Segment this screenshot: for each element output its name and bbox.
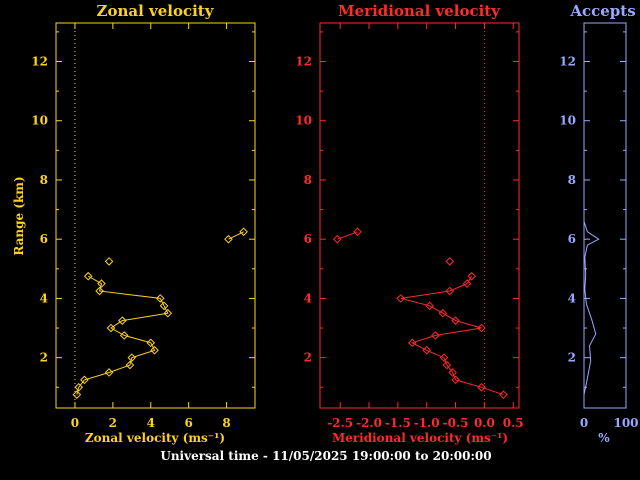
- zonal-point: [104, 368, 114, 377]
- accepts-xlabel: %: [598, 431, 610, 445]
- zonal-ytick-label: 4: [40, 291, 48, 305]
- zonal-profile-line: [76, 275, 169, 395]
- meridional-ytick-label: 12: [295, 55, 312, 69]
- zonal-xlabel: Zonal velocity (ms⁻¹): [85, 431, 225, 445]
- meridional-title: Meridional velocity: [338, 2, 501, 20]
- zonal-point: [119, 331, 129, 340]
- meridional-upper-segment: [337, 231, 358, 240]
- zonal-ytick-label: 6: [40, 232, 48, 246]
- meridional-point: [448, 368, 457, 377]
- zonal-title: Zonal velocity: [97, 2, 215, 20]
- accepts-xtick-label: 0: [580, 416, 588, 430]
- meridional-point: [445, 286, 455, 296]
- zonal-point: [118, 316, 127, 325]
- accepts-ytick-label: 12: [559, 55, 576, 69]
- meridional-xtick-label: -1.0: [414, 416, 440, 430]
- meridional-ytick-label: 6: [304, 232, 312, 246]
- meridional-point: [438, 308, 448, 318]
- zonal-ytick-label: 2: [40, 351, 48, 365]
- meridional-point: [499, 390, 508, 399]
- zonal-point: [106, 323, 116, 333]
- accepts-ytick-label: 10: [559, 114, 576, 128]
- meridional-xtick-label: -2.0: [356, 416, 382, 430]
- zonal-frame: [55, 22, 256, 409]
- meridional-profile-line: [400, 275, 504, 396]
- meridional-xtick-label: -0.5: [443, 416, 469, 430]
- zonal-point: [163, 308, 173, 318]
- accepts-ytick-label: 6: [568, 232, 576, 246]
- meridional-point: [451, 375, 460, 385]
- zonal-point: [146, 338, 156, 348]
- zonal-point: [72, 390, 82, 399]
- zonal-point: [83, 271, 93, 281]
- zonal-point: [155, 294, 165, 303]
- meridional-point: [451, 316, 460, 325]
- zonal-xtick-label: 0: [71, 416, 79, 430]
- footer-time: Universal time - 11/05/2025 19:00:00 to …: [160, 449, 491, 463]
- accepts-ytick-label: 8: [568, 173, 576, 187]
- zonal-xtick-label: 4: [147, 416, 155, 430]
- zonal-xtick-label: 2: [109, 416, 117, 430]
- meridional-point: [407, 338, 417, 348]
- accepts-ytick-label: 2: [568, 351, 576, 365]
- zonal-ytick-label: 10: [31, 114, 48, 128]
- meridional-point: [442, 360, 452, 370]
- zonal-point: [95, 286, 104, 296]
- zonal-xtick-label: 8: [222, 416, 230, 430]
- meridional-ytick-label: 2: [304, 351, 312, 365]
- accepts-frame: [583, 22, 627, 409]
- range-ylabel: Range (km): [12, 176, 26, 255]
- meridional-xtick-label: 0.0: [474, 416, 495, 430]
- meridional-point: [425, 301, 434, 311]
- meridional-point: [439, 353, 449, 362]
- accepts-xtick-label: 100: [613, 416, 638, 430]
- zonal-ytick-label: 8: [40, 173, 48, 187]
- meridional-point: [353, 227, 362, 237]
- meridional-frame: [319, 22, 520, 409]
- meridional-point: [431, 331, 440, 340]
- meridional-point: [477, 323, 486, 333]
- meridional-ytick-label: 4: [304, 291, 312, 305]
- meridional-ytick-label: 8: [304, 173, 312, 187]
- accepts-ytick-label: 4: [568, 291, 576, 305]
- zonal-point: [224, 234, 233, 244]
- zonal-point: [97, 279, 106, 288]
- meridional-xtick-label: 0.5: [503, 416, 524, 430]
- zonal-point: [159, 301, 169, 311]
- zonal-point: [150, 345, 159, 355]
- zonal-point: [74, 382, 84, 392]
- meridional-point: [422, 345, 432, 355]
- meridional-xtick-label: -2.5: [327, 416, 353, 430]
- meridional-xlabel: Meridional velocity (ms⁻¹): [332, 431, 508, 445]
- zonal-ytick-label: 12: [31, 55, 48, 69]
- meridional-point: [332, 234, 342, 244]
- meridional-point: [462, 279, 472, 288]
- zonal-xtick-label: 6: [184, 416, 192, 430]
- meridional-point: [467, 271, 477, 281]
- meridional-xtick-label: -1.5: [385, 416, 411, 430]
- accepts-title: Accepts: [569, 2, 635, 20]
- accepts-profile-line: [583, 221, 600, 395]
- zonal-point: [125, 360, 135, 370]
- zonal-point: [239, 227, 248, 237]
- meridional-point: [477, 382, 486, 392]
- meridional-point: [445, 257, 455, 266]
- zonal-point: [104, 257, 114, 266]
- meridional-point: [396, 294, 406, 303]
- zonal-point: [80, 375, 89, 385]
- zonal-point: [127, 353, 137, 362]
- meridional-ytick-label: 10: [295, 114, 312, 128]
